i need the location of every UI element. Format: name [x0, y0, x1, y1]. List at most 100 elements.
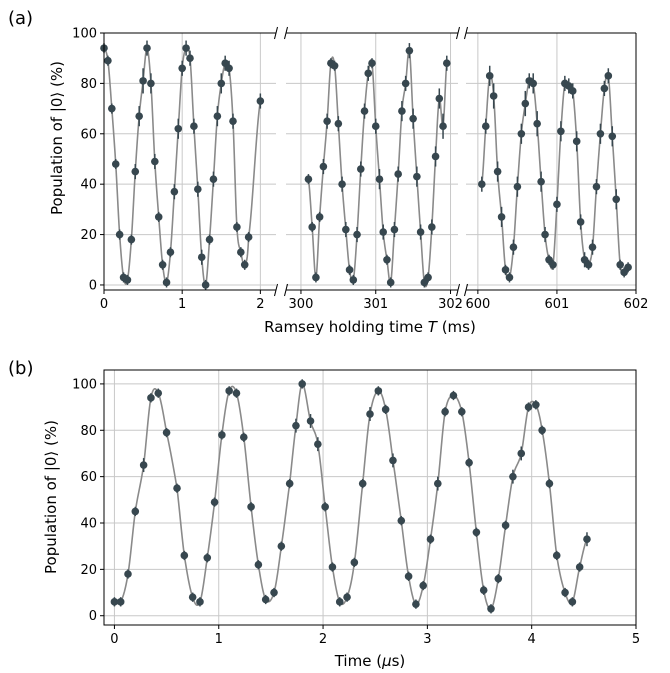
- panel-a-y-tick-label: 0: [89, 278, 97, 293]
- panel-a-data-point: [517, 129, 526, 138]
- panel-a-data-point: [139, 77, 147, 85]
- panel-b-data-points: [110, 379, 591, 614]
- panel-a-data-point: [308, 223, 316, 231]
- panel-a-fit-curve-2: [307, 48, 448, 288]
- panel-a-data-point: [330, 61, 339, 70]
- panel-b-data-point: [139, 461, 148, 469]
- panel-a-data-point: [158, 261, 167, 269]
- panel-b-fit-curve: [114, 382, 588, 610]
- panel-b-data-point: [203, 553, 212, 562]
- panel-a-data-point: [386, 278, 395, 287]
- panel-a-data-point: [209, 175, 218, 183]
- panel-b-data-point: [532, 400, 540, 409]
- panel-a-data-point: [442, 59, 451, 68]
- panel-a-data-point: [553, 200, 561, 209]
- panel-b-data-point: [210, 498, 219, 506]
- panel-a-data-point: [368, 59, 376, 68]
- panel-b-data-point: [517, 449, 526, 458]
- panel-a-data-point: [131, 167, 140, 176]
- panel-b-data-point: [374, 387, 383, 395]
- panel-a-data-point: [342, 225, 350, 234]
- panel-b-data-point: [321, 502, 329, 511]
- panel-b-data-point: [173, 484, 181, 493]
- panel-a-data-point: [481, 122, 490, 131]
- panel-a-data-point: [217, 79, 226, 88]
- panel-b-data-point: [358, 479, 367, 488]
- panel-b-x-axis-label-suffix: s): [392, 652, 406, 670]
- panel-a-y-tick-label: 60: [80, 127, 97, 142]
- panel-b-label: (b): [8, 358, 33, 379]
- panel-b-data-point: [292, 421, 300, 430]
- panel-b-y-tick-label: 20: [80, 563, 97, 578]
- panel-b-y-axis-label: Population of |0⟩ (%): [42, 420, 60, 574]
- panel-a-data-point: [541, 230, 549, 239]
- panel-a-data-point: [186, 54, 194, 62]
- panel-a-data-point: [612, 195, 621, 204]
- panel-b-data-point: [110, 598, 119, 606]
- panel-a-data-point: [127, 235, 136, 244]
- panel-a-data-point: [405, 46, 414, 55]
- panel-a-data-point: [431, 152, 440, 161]
- panel-a-data-point: [304, 175, 313, 183]
- panel-b-data-point: [545, 479, 554, 488]
- panel-a-data-point: [225, 64, 233, 73]
- panel-a-data-point: [360, 107, 369, 115]
- panel-b-data-point: [232, 389, 241, 397]
- panel-b-data-point: [154, 389, 163, 397]
- panel-a-data-point: [151, 157, 159, 166]
- panel-a-x-axis-label-suffix: (ms): [437, 318, 476, 336]
- panel-b-data-point: [116, 598, 125, 606]
- panel-b-data-point: [397, 516, 406, 525]
- panel-a-data-point: [390, 225, 399, 234]
- panel-a-data-point: [194, 185, 202, 194]
- panel-a-data-point: [240, 261, 249, 269]
- panel-b-x-tick-label: 3: [423, 632, 431, 647]
- panel-a-data-point: [485, 72, 494, 80]
- panel-a-data-point: [104, 56, 112, 65]
- panel-b-data-point: [366, 410, 374, 418]
- panel-a-x-tick-label: 602: [624, 297, 649, 312]
- panel-b-data-point: [180, 551, 189, 560]
- panel-b-x-tick-label: 5: [632, 632, 640, 647]
- panel-b-data-point: [538, 426, 546, 435]
- panel-a-data-point: [624, 263, 632, 272]
- panel-b-data-point: [225, 387, 233, 395]
- panel-b-data-point: [254, 560, 263, 569]
- panel-b-x-axis-label-prefix: Time (: [334, 652, 382, 670]
- panel-b-data-point: [449, 391, 458, 400]
- panel-b-x-axis-label: Time (μs): [334, 652, 406, 670]
- panel-a-data-point: [383, 255, 391, 264]
- panel-b-data-point: [188, 593, 197, 601]
- panel-b-data-point: [552, 551, 561, 560]
- panel-b-data-point: [218, 431, 226, 439]
- panel-a-axis-break-mark: [464, 26, 468, 40]
- panel-b-data-point: [124, 570, 132, 578]
- panel-a-y-tick-label: 40: [80, 178, 97, 193]
- panel-b-axes-frame: [103, 369, 637, 626]
- panel-a-data-point: [394, 170, 402, 178]
- panel-b-y-tick-label: 60: [80, 470, 97, 485]
- panel-a-data-point: [600, 84, 609, 93]
- panel-a-data-point: [371, 122, 380, 131]
- panel-b-data-point: [239, 433, 248, 442]
- panel-a-data-point: [190, 122, 198, 131]
- panel-a-axis-break-mark: [456, 283, 460, 297]
- panel-a-data-point: [608, 132, 617, 141]
- panel-a-data-point: [409, 114, 417, 123]
- panel-a-data-point: [497, 213, 506, 221]
- panel-a-data-point: [256, 97, 265, 105]
- panel-a-data-point: [319, 162, 328, 171]
- panel-b-data-point: [426, 535, 435, 544]
- panel-b-data-point: [343, 593, 351, 601]
- panel-a-data-point: [170, 187, 179, 196]
- panel-b-spines: [103, 369, 637, 626]
- panel-a-data-point: [353, 230, 361, 239]
- panel-b-data-point: [575, 563, 584, 571]
- panel-a-data-point: [108, 104, 116, 113]
- panel-b-data-point: [328, 563, 337, 571]
- panel-b-data-point: [501, 521, 510, 530]
- panel-a-axis-break-mark: [274, 26, 278, 40]
- panel-a-data-point: [501, 266, 510, 274]
- panel-b: (b) 0 1 2 3 4 5 0 20 40 60 80 100 Population of |0⟩…: [8, 358, 640, 670]
- panel-a-data-point: [315, 213, 324, 221]
